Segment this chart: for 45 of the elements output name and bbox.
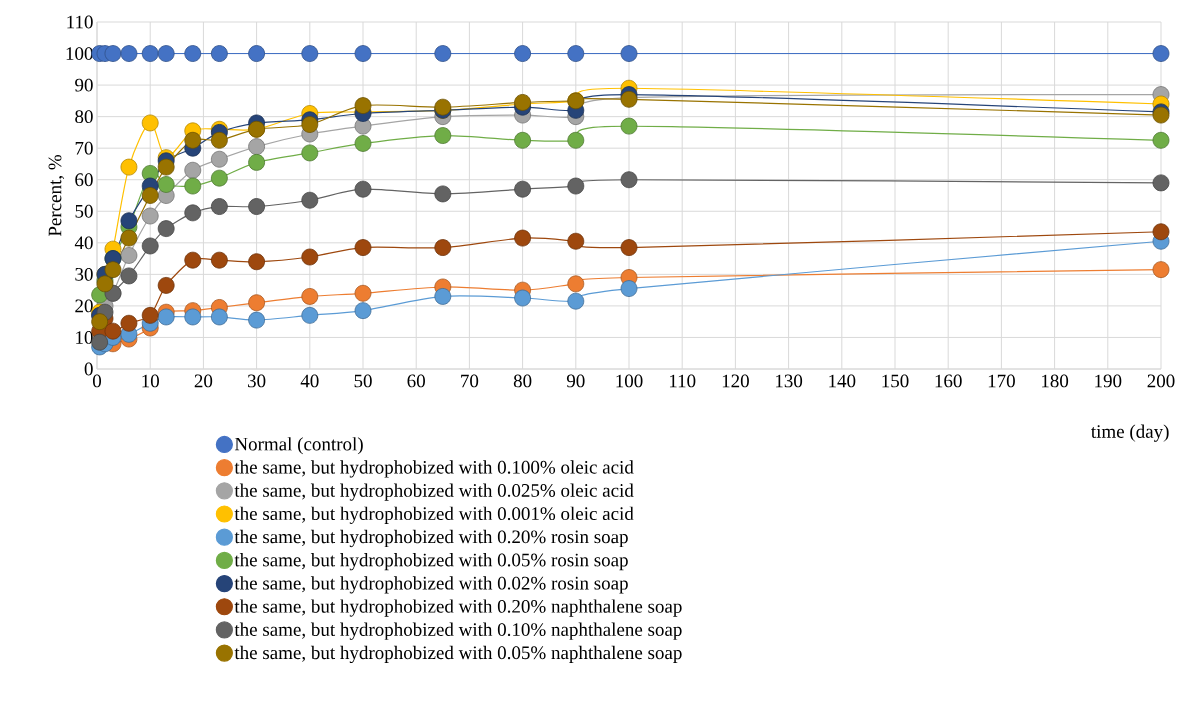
y-tick-label: 10 — [76, 331, 93, 344]
x-axis-title: time (day) — [1091, 424, 1169, 442]
x-tick-label: 180 — [1042, 374, 1069, 388]
y-tick-label: 0 — [84, 362, 93, 376]
y-axis-title: Percent, % — [48, 155, 65, 237]
legend-label: the same, but hydrophobized with 0.025% oleic acid — [234, 483, 634, 501]
x-tick-label: 170 — [988, 374, 1015, 388]
legend-label: the same, but hydrophobized with 0.20% naphthalene soap — [234, 599, 682, 617]
legend-label: the same, but hydrophobized with 0.100% oleic acid — [234, 460, 634, 478]
legend-label: the same, but hydrophobized with 0.10% naphthalene soap — [234, 622, 682, 640]
x-tick-label: 90 — [566, 374, 585, 388]
x-tick-label: 160 — [935, 374, 962, 388]
x-tick-label: 40 — [300, 374, 319, 388]
y-tick-label: 50 — [75, 204, 93, 218]
x-tick-label: 30 — [248, 374, 266, 388]
legend-label: the same, but hydrophobized with 0.001% oleic acid — [234, 506, 634, 524]
x-tick-label: 140 — [829, 374, 856, 388]
legend-label: the same, but hydrophobized with 0.02% rosin soap — [234, 576, 628, 594]
legend-label: Normal (control) — [234, 437, 363, 455]
x-tick-label: 10 — [142, 374, 159, 388]
x-tick-label: 130 — [776, 374, 803, 388]
x-tick-label: 60 — [407, 374, 425, 388]
x-tick-label: 70 — [461, 374, 479, 388]
y-tick-label: 40 — [74, 236, 93, 250]
y-tick-label: 100 — [66, 47, 93, 60]
x-tick-label: 20 — [194, 374, 213, 388]
x-tick-label: 50 — [354, 374, 372, 388]
legend-label: the same, but hydrophobized with 0.05% rosin soap — [234, 553, 628, 571]
y-tick-label: 30 — [75, 267, 93, 281]
legend-label: the same, but hydrophobized with 0.05% naphthalene soap — [234, 645, 682, 664]
x-tick-label: 120 — [722, 374, 749, 388]
x-tick-label: 110 — [669, 374, 696, 388]
x-tick-label: 200 — [1147, 374, 1175, 388]
y-tick-label: 110 — [67, 15, 93, 29]
x-tick-label: 0 — [92, 374, 102, 388]
y-tick-label: 60 — [75, 173, 93, 187]
y-tick-label: 20 — [75, 299, 93, 313]
legend-label: the same, but hydrophobized with 0.20% rosin soap — [234, 529, 628, 548]
y-tick-label: 70 — [75, 141, 93, 155]
x-tick-label: 80 — [513, 374, 532, 388]
x-tick-label: 100 — [616, 374, 643, 388]
y-tick-label: 90 — [75, 78, 93, 92]
y-tick-label: 80 — [75, 110, 93, 124]
x-tick-label: 190 — [1095, 374, 1122, 388]
x-tick-label: 150 — [882, 374, 909, 388]
